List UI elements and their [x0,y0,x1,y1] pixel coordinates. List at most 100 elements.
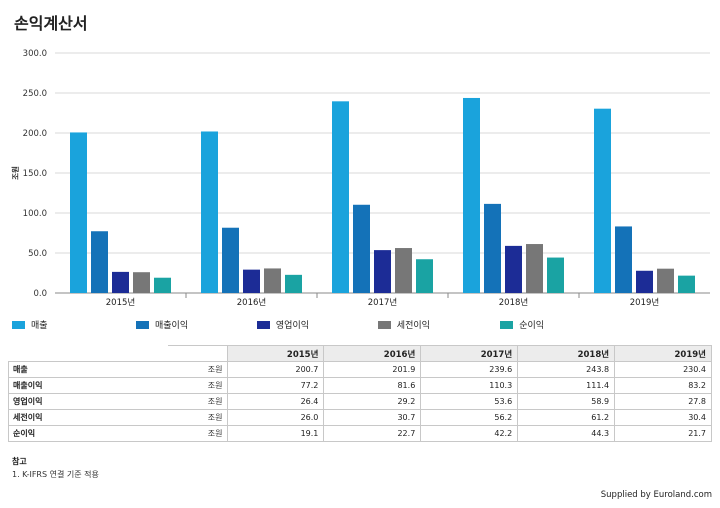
chart-legend: 매출 매출이익 영업이익 세전이익 순이익 [12,318,712,334]
bar [201,131,218,293]
bar [353,204,370,293]
bar [133,272,150,293]
table-cell: 22.7 [323,425,422,442]
table-cell: 83.2 [614,377,712,394]
source-credit: Supplied by Euroland.com [600,490,712,500]
row-label: 매출이익 [8,377,168,394]
bar [222,227,239,293]
table-cell: 243.8 [517,361,616,378]
notes-item: 1. K-IFRS 연결 기준 적용 [12,470,99,479]
table-header-cell: 2018년 [517,345,616,362]
bar [70,132,87,293]
legend-item: 세전이익 [377,318,430,331]
y-tick-label: 0.0 [33,289,47,299]
y-tick-label: 50.0 [28,249,47,259]
legend-item: 순이익 [500,318,544,331]
row-label: 매출 [8,361,168,378]
table-cell: 27.8 [614,393,712,410]
legend-swatch [377,320,391,329]
x-tick-label: 2016년 [237,297,266,308]
legend-item: 매출이익 [136,318,188,331]
row-label: 순이익 [8,425,168,442]
table-corner-unit [167,345,228,362]
bar [332,101,349,293]
table-cell: 19.1 [226,425,325,442]
table-cell: 42.2 [420,425,519,442]
y-tick-label: 200.0 [23,129,47,139]
x-tick-label: 2017년 [368,297,397,308]
legend-label: 영업이익 [275,321,310,331]
row-unit: 조원 [167,377,228,394]
table-cell: 53.6 [420,393,519,410]
row-label: 세전이익 [8,409,168,426]
table-cell: 56.2 [420,409,519,426]
y-tick-label: 100.0 [23,209,47,219]
bar [154,277,171,293]
table-row: 매출 조원 200.7 201.9 239.6 243.8 230.4 [8,361,712,378]
table-cell: 61.2 [517,409,616,426]
bar [112,271,129,293]
bar [505,245,522,293]
bar [374,250,391,293]
bar [484,203,501,293]
legend-label: 매출이익 [155,321,189,331]
table-corner [8,345,168,362]
legend-item: 영업이익 [256,318,310,331]
row-unit: 조원 [167,409,228,426]
bar [91,231,108,293]
row-label: 영업이익 [8,393,168,410]
table-cell: 239.6 [420,361,519,378]
x-tick-label: 2019년 [630,297,659,308]
row-unit: 조원 [167,425,228,442]
table-cell: 26.0 [226,409,325,426]
x-tick-label: 2015년 [106,297,135,308]
table-header-cell: 2017년 [420,345,519,362]
page-title: 손익계산서 [14,14,88,33]
bar [395,248,412,293]
data-table: 2015년 2016년 2017년 2018년 2019년 매출 조원 200.… [8,345,712,442]
table-cell: 29.2 [323,393,422,410]
y-tick-label: 250.0 [23,89,47,99]
table-header-cell: 2016년 [323,345,422,362]
bar [264,268,281,293]
legend-label: 순이익 [519,321,545,331]
table-cell: 30.4 [614,409,712,426]
bar [463,97,480,294]
table-header-row: 2015년 2016년 2017년 2018년 2019년 [8,345,712,362]
table-header-cell: 2019년 [614,345,712,362]
table-cell: 201.9 [323,361,422,378]
table-cell: 200.7 [226,361,325,378]
y-tick-label: 300.0 [23,49,47,59]
bar [657,268,674,293]
notes-title: 참고 [12,457,27,466]
table-row: 세전이익 조원 26.0 30.7 56.2 61.2 30.4 [8,409,712,426]
table-cell: 110.3 [420,377,519,394]
bar [547,257,564,293]
bar [615,226,632,293]
table-cell: 44.3 [517,425,616,442]
table-row: 순이익 조원 19.1 22.7 42.2 44.3 21.7 [8,425,712,442]
bar [285,274,302,293]
legend-swatch [12,320,25,329]
legend-label: 세전이익 [396,321,430,331]
legend-swatch [136,320,149,329]
bar [243,269,260,293]
table-cell: 30.7 [323,409,422,426]
legend-item: 매출 [12,318,48,331]
table-row: 매출이익 조원 77.2 81.6 110.3 111.4 83.2 [8,377,712,394]
bar [594,108,611,294]
bar [526,244,543,293]
table-cell: 58.9 [517,393,616,410]
bar [678,275,695,293]
table-cell: 111.4 [517,377,616,394]
bar [636,270,653,293]
bar [416,259,433,293]
row-unit: 조원 [167,361,228,378]
table-cell: 21.7 [614,425,712,442]
table-cell: 26.4 [226,393,325,410]
table-header-cell: 2015년 [226,345,325,362]
legend-label: 매출 [31,321,48,331]
x-tick-label: 2018년 [499,297,528,308]
legend-swatch [256,320,270,329]
bar-chart: 0.0 50.0 100.0 150.0 200.0 250.0 300.0 조원 2015년 2… [10,49,710,308]
